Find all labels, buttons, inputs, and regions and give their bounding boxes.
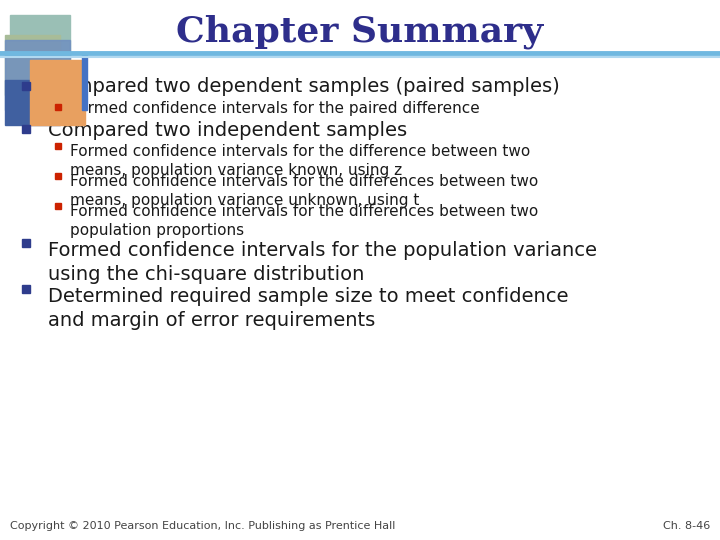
Text: Formed confidence intervals for the population variance
using the chi-square dis: Formed confidence intervals for the popu… bbox=[48, 241, 597, 284]
Bar bbox=[5, 80, 60, 125]
Bar bbox=[82, 55, 87, 110]
Text: Determined required sample size to meet confidence
and margin of error requireme: Determined required sample size to meet … bbox=[48, 287, 569, 330]
Bar bbox=[30, 60, 85, 125]
Bar bbox=[5, 40, 70, 110]
Bar bbox=[5, 35, 60, 95]
Text: Chapter Summary: Chapter Summary bbox=[176, 15, 544, 49]
Bar bbox=[22, 239, 30, 247]
Bar bbox=[55, 173, 61, 179]
Bar bbox=[22, 125, 30, 133]
Text: Formed confidence intervals for the difference between two
means, population var: Formed confidence intervals for the diff… bbox=[70, 144, 530, 178]
Bar bbox=[55, 104, 61, 110]
Bar bbox=[22, 82, 30, 90]
Bar bbox=[22, 285, 30, 293]
Text: Formed confidence intervals for the differences between two
population proportio: Formed confidence intervals for the diff… bbox=[70, 204, 539, 238]
Text: Copyright © 2010 Pearson Education, Inc. Publishing as Prentice Hall: Copyright © 2010 Pearson Education, Inc.… bbox=[10, 521, 395, 531]
Bar bbox=[10, 15, 70, 80]
Text: Compared two independent samples: Compared two independent samples bbox=[48, 120, 407, 139]
Text: Formed confidence intervals for the differences between two
means, population va: Formed confidence intervals for the diff… bbox=[70, 174, 539, 208]
Text: Ch. 8-46: Ch. 8-46 bbox=[662, 521, 710, 531]
Text: Formed confidence intervals for the paired difference: Formed confidence intervals for the pair… bbox=[70, 100, 480, 116]
Bar bbox=[55, 203, 61, 209]
Text: Compared two dependent samples (paired samples): Compared two dependent samples (paired s… bbox=[48, 78, 559, 97]
Bar bbox=[55, 143, 61, 149]
